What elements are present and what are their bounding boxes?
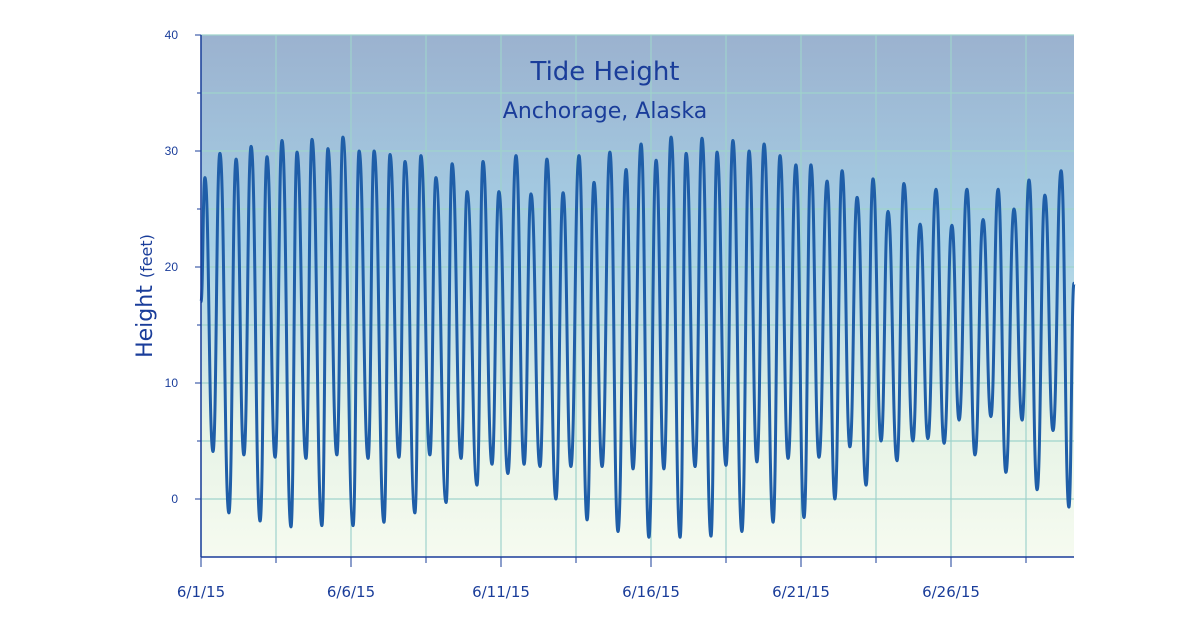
x-tick-label: 6/16/15 (622, 583, 680, 601)
y-tick-label: 20 (165, 260, 179, 274)
x-tick-label: 6/21/15 (772, 583, 830, 601)
x-tick-label: 6/1/15 (177, 583, 225, 601)
y-axis-label: Height (133, 285, 158, 358)
y-tick-label: 0 (171, 492, 178, 506)
y-axis-unit: (feet) (137, 234, 156, 278)
x-tick-label: 6/11/15 (472, 583, 530, 601)
x-tick-label: 6/26/15 (922, 583, 980, 601)
y-axis-title: Height (feet) (133, 234, 158, 358)
x-tick-label: 6/6/15 (327, 583, 375, 601)
chart-subtitle: Anchorage, Alaska (503, 99, 707, 124)
tide-line (199, 135, 1076, 539)
y-tick-label: 30 (165, 144, 179, 158)
chart-title: Tide Height (529, 57, 679, 87)
y-tick-label: 40 (165, 28, 179, 42)
y-tick-label: 10 (165, 376, 179, 390)
